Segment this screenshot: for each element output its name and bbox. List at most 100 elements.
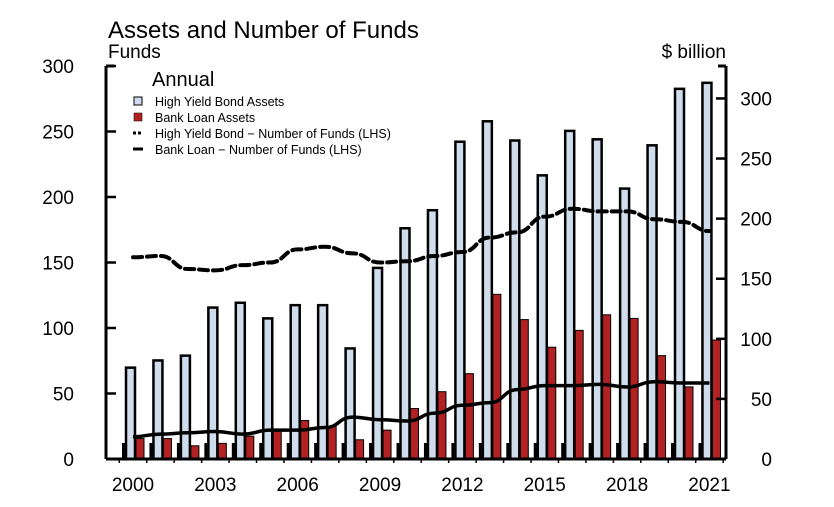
left-tick-label: 100 <box>42 319 74 340</box>
bar-hy-assets-2014 <box>509 139 521 461</box>
right-tick-label: 50 <box>751 390 772 411</box>
bar-bl-assets-2009 <box>382 429 392 460</box>
legend: Annual High Yield Bond Assets Bank Loan … <box>133 69 391 157</box>
bar-bl-assets-2013 <box>492 293 502 460</box>
legend-label-hy-assets: High Yield Bond Assets <box>155 95 284 109</box>
bar-stub <box>314 443 318 459</box>
bar-bl-assets-2015 <box>547 346 557 460</box>
bar-stub <box>643 443 647 459</box>
bar-hy-assets-2008 <box>344 347 356 461</box>
bar-hy-assets-2017 <box>591 138 603 461</box>
bar-stub <box>423 443 427 459</box>
bar-stub <box>396 443 400 459</box>
bar-stub <box>231 443 235 459</box>
bar-hy-assets-2013 <box>481 120 494 461</box>
x-tick-label: 2003 <box>194 475 236 496</box>
bar-stub <box>588 443 592 459</box>
bar-bl-assets-2010 <box>410 408 419 460</box>
axes-layer <box>104 64 728 463</box>
line-hy-funds <box>131 206 712 273</box>
x-tick-label: 2006 <box>277 475 319 496</box>
bar-hy-assets-2000 <box>124 366 137 461</box>
x-tick-label: 2009 <box>359 475 401 496</box>
right-tick-label: 100 <box>740 330 772 351</box>
bar-bl-assets-2006 <box>300 420 310 460</box>
bar-hy-assets-2006 <box>289 303 301 461</box>
right-tick-label: 200 <box>740 210 772 231</box>
bar-hy-assets-2016 <box>563 129 576 461</box>
bar-stub <box>533 443 537 459</box>
bar-stub <box>671 443 674 459</box>
bars-layer <box>122 81 721 461</box>
bar-hy-assets-2009 <box>371 266 384 461</box>
bar-hy-assets-2019 <box>646 144 658 461</box>
left-tick-label: 250 <box>42 123 74 144</box>
bar-hy-assets-2007 <box>316 303 329 461</box>
bar-bl-assets-2017 <box>602 314 612 460</box>
bar-hy-assets-2001 <box>152 359 164 461</box>
bar-bl-assets-2019 <box>657 355 667 460</box>
bar-stub <box>286 443 290 459</box>
legend-label-bl-assets: Bank Loan Assets <box>155 111 255 125</box>
bar-stub <box>451 443 455 459</box>
legend-swatch-hy-assets <box>133 96 143 106</box>
bar-stub <box>369 443 373 459</box>
bar-bl-assets-2007 <box>327 426 337 460</box>
bar-bl-assets-2001 <box>162 438 172 460</box>
chart-title: Assets and Number of Funds <box>108 17 419 44</box>
bar-stub <box>259 443 263 459</box>
bar-bl-assets-2011 <box>437 391 447 460</box>
legend-label-bl-funds: Bank Loan − Number of Funds (LHS) <box>155 143 362 157</box>
bar-stub <box>341 443 345 459</box>
bar-hy-assets-2020 <box>673 87 686 461</box>
bar-bl-assets-2002 <box>190 445 200 460</box>
right-axis-label: $ billion <box>662 42 726 63</box>
legend-title: Annual <box>152 69 214 91</box>
bar-bl-assets-2018 <box>629 317 639 460</box>
left-axis-label: Funds <box>108 42 161 63</box>
bar-bl-assets-2020 <box>684 386 694 460</box>
bar-stub <box>176 443 180 459</box>
bar-stub <box>204 443 208 459</box>
legend-label-hy-funds: High Yield Bond − Number of Funds (LHS) <box>155 127 391 141</box>
x-tick-label: 2012 <box>441 475 483 496</box>
left-tick-label: 300 <box>42 57 74 78</box>
bar-stub <box>698 443 702 459</box>
bar-hy-assets-2021 <box>701 81 713 461</box>
bar-bl-assets-2004 <box>245 435 255 460</box>
bar-hy-assets-2011 <box>426 208 439 461</box>
left-tick-label: 50 <box>53 385 74 406</box>
lines-layer <box>131 206 712 439</box>
line-bl-funds <box>132 379 710 439</box>
right-tick-label: 250 <box>740 150 772 171</box>
bar-stub <box>478 443 482 459</box>
bar-hy-assets-2005 <box>262 317 274 461</box>
bar-bl-assets-2016 <box>574 329 584 460</box>
x-tick-label: 2000 <box>112 475 154 496</box>
bar-stub <box>616 443 620 459</box>
bar-bl-assets-2005 <box>272 429 282 460</box>
bar-stub <box>561 443 565 459</box>
bar-bl-assets-2012 <box>464 373 474 460</box>
legend-swatch-bl-assets <box>133 112 143 122</box>
bar-hy-assets-2002 <box>179 354 192 461</box>
x-tick-label: 2018 <box>606 475 648 496</box>
bar-hy-assets-2012 <box>454 140 466 461</box>
bar-hy-assets-2018 <box>618 187 631 461</box>
x-tick-label: 2015 <box>524 475 566 496</box>
bar-hy-assets-2003 <box>207 306 219 461</box>
bar-stub <box>506 443 510 459</box>
bar-stub <box>122 443 125 459</box>
right-tick-label: 150 <box>740 270 772 291</box>
bar-stub <box>149 443 153 459</box>
left-tick-label: 0 <box>63 450 74 471</box>
right-tick-label: 300 <box>740 89 772 110</box>
left-tick-label: 150 <box>42 254 74 275</box>
x-tick-label: 2021 <box>688 475 730 496</box>
tick-labels-layer: 0 50 100 150 200 250 300 0 50 100 150 200 250 300 2000… <box>42 57 772 496</box>
bar-bl-assets-2003 <box>217 442 227 460</box>
left-tick-label: 200 <box>42 188 74 209</box>
right-tick-label: 0 <box>761 450 772 471</box>
bar-bl-assets-2008 <box>355 439 365 460</box>
